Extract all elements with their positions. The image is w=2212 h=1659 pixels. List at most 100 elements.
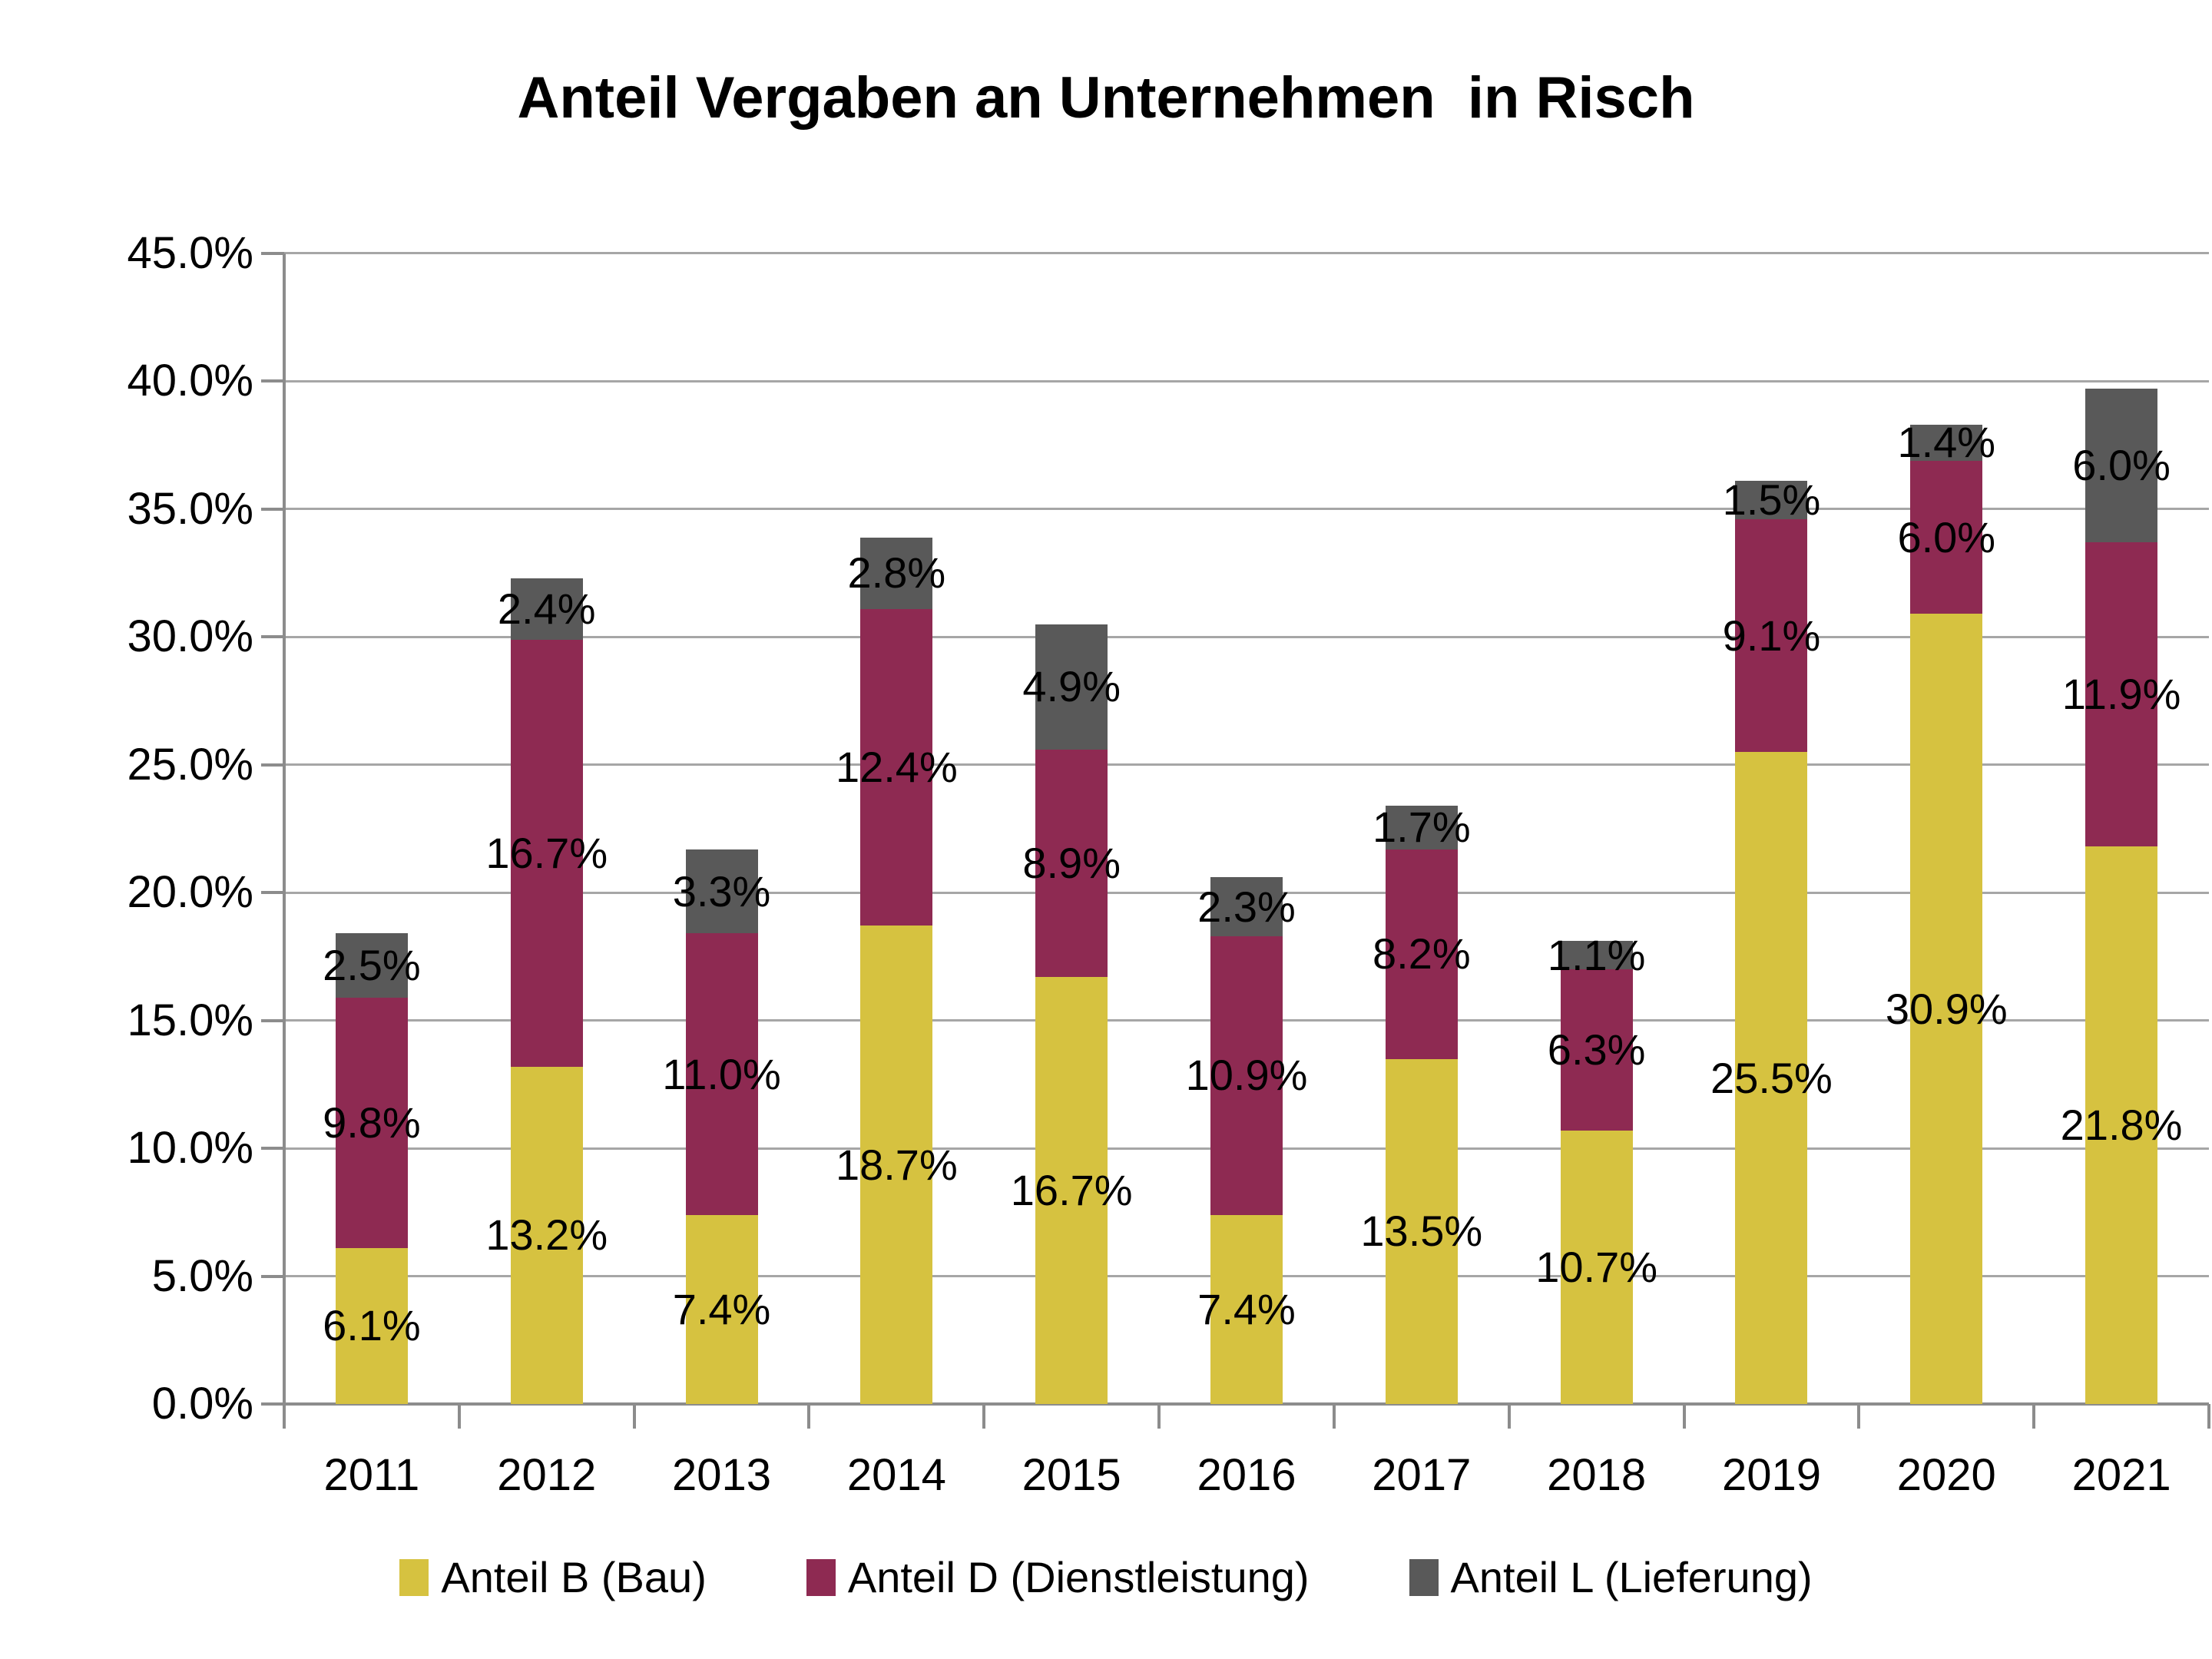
y-axis-tick-25 [261,763,284,767]
data-label-bau-2016: 7.4% [1197,1284,1296,1333]
segment-dienstleistung-2011 [335,997,408,1248]
x-axis-tick [2207,1404,2210,1429]
y-axis-label: 40.0% [127,356,253,406]
segment-bau-2018 [1560,1130,1633,1404]
x-axis-tick [1682,1404,1686,1429]
x-axis-label-2015: 2015 [1022,1450,1121,1500]
data-label-lieferung-2020: 1.4% [1897,418,1996,467]
y-axis-label: 10.0% [127,1123,253,1174]
legend-item-lieferung: Anteil L (Lieferung) [1409,1553,1813,1602]
y-axis-label: 0.0% [151,1379,253,1429]
segment-lieferung-2011 [335,933,408,998]
gridline-40 [284,379,2209,382]
y-axis-label: 45.0% [127,227,253,278]
segment-dienstleistung-2015 [1035,749,1108,978]
segment-dienstleistung-2019 [1735,519,1808,753]
x-axis-tick [457,1404,461,1429]
x-axis-label-2018: 2018 [1547,1450,1647,1500]
x-axis-label-2019: 2019 [1721,1450,1821,1500]
segment-dienstleistung-2017 [1385,849,1458,1059]
x-axis-tick [1157,1404,1161,1429]
segment-bau-2012 [510,1066,583,1404]
y-axis-label: 20.0% [127,867,253,918]
x-axis-tick [632,1404,636,1429]
data-label-lieferung-2021: 6.0% [2072,441,2171,490]
data-label-bau-2018: 10.7% [1535,1242,1658,1291]
data-label-bau-2017: 13.5% [1360,1207,1483,1256]
x-axis-tick [283,1404,286,1429]
segment-lieferung-2017 [1385,806,1458,849]
y-axis-tick-15 [261,1018,284,1022]
data-label-lieferung-2015: 4.9% [1022,662,1121,711]
segment-lieferung-2018 [1560,941,1633,970]
data-label-bau-2021: 21.8% [2060,1101,2183,1150]
legend-marker-dienstleistung [806,1559,836,1596]
segment-bau-2013 [685,1214,758,1404]
data-label-dienstleistung-2018: 6.3% [1547,1025,1646,1074]
data-label-bau-2015: 16.7% [1010,1166,1133,1215]
data-label-dienstleistung-2013: 11.0% [662,1049,781,1098]
x-axis-label-2013: 2013 [672,1450,772,1500]
segment-bau-2021 [2085,846,2158,1404]
segment-dienstleistung-2014 [860,608,933,926]
segment-lieferung-2020 [1910,425,1983,461]
legend-label-dienstleistung: Anteil D (Dienstleistung) [847,1553,1310,1601]
x-axis-tick [1857,1404,1861,1429]
segment-lieferung-2014 [860,537,933,609]
data-label-bau-2012: 13.2% [485,1210,608,1260]
data-label-lieferung-2019: 1.5% [1722,475,1821,525]
data-label-dienstleistung-2014: 12.4% [835,743,958,792]
legend-item-dienstleistung: Anteil D (Dienstleistung) [806,1553,1310,1602]
segment-bau-2011 [335,1247,408,1404]
data-label-lieferung-2012: 2.4% [497,584,596,633]
data-label-bau-2014: 18.7% [835,1140,958,1189]
x-axis-label-2021: 2021 [2071,1450,2171,1500]
segment-bau-2017 [1385,1058,1458,1404]
x-axis-tick [982,1404,986,1429]
x-axis-label-2014: 2014 [846,1450,946,1500]
x-axis-label-2020: 2020 [1896,1450,1996,1500]
y-axis-label: 15.0% [127,995,253,1045]
data-label-bau-2013: 7.4% [672,1284,771,1333]
data-label-lieferung-2016: 2.3% [1197,882,1296,931]
y-axis-tick-40 [261,379,284,383]
x-axis-tick [2032,1404,2036,1429]
segment-lieferung-2016 [1210,877,1283,936]
legend-label-lieferung: Anteil L (Lieferung) [1450,1553,1813,1601]
y-axis-tick-35 [261,507,284,511]
segment-bau-2016 [1210,1214,1283,1404]
data-label-dienstleistung-2021: 11.9% [2061,670,2181,719]
data-label-lieferung-2013: 3.3% [672,866,771,916]
segment-lieferung-2012 [510,578,583,640]
y-axis-line [283,253,286,1404]
segment-lieferung-2013 [685,849,758,934]
x-axis-tick [1332,1404,1336,1429]
data-label-dienstleistung-2012: 16.7% [485,828,608,877]
gridline-30 [284,635,2209,638]
y-axis-tick-45 [261,251,284,255]
y-axis-label: 30.0% [127,611,253,662]
data-label-bau-2011: 6.1% [323,1301,421,1350]
data-label-lieferung-2014: 2.8% [847,548,946,598]
y-axis-label: 25.0% [127,739,253,790]
segment-lieferung-2021 [2085,389,2158,543]
data-label-dienstleistung-2019: 9.1% [1722,611,1821,660]
x-axis-tick [1507,1404,1511,1429]
segment-dienstleistung-2018 [1560,969,1633,1131]
data-label-lieferung-2017: 1.7% [1372,803,1471,852]
data-label-bau-2019: 25.5% [1710,1053,1833,1102]
y-axis-tick-20 [261,891,284,895]
legend-item-bau: Anteil B (Bau) [399,1553,707,1602]
x-axis-label-2017: 2017 [1372,1450,1472,1500]
x-axis-line [261,1402,2209,1406]
segment-dienstleistung-2021 [2085,542,2158,847]
y-axis-tick-30 [261,635,284,639]
x-axis-tick [807,1404,811,1429]
legend: Anteil B (Bau) Anteil D (Dienstleistung) A… [0,1553,2212,1602]
x-axis-label-2012: 2012 [497,1450,597,1500]
gridline-25 [284,763,2209,767]
segment-dienstleistung-2020 [1910,460,1983,614]
legend-marker-lieferung [1409,1559,1439,1596]
